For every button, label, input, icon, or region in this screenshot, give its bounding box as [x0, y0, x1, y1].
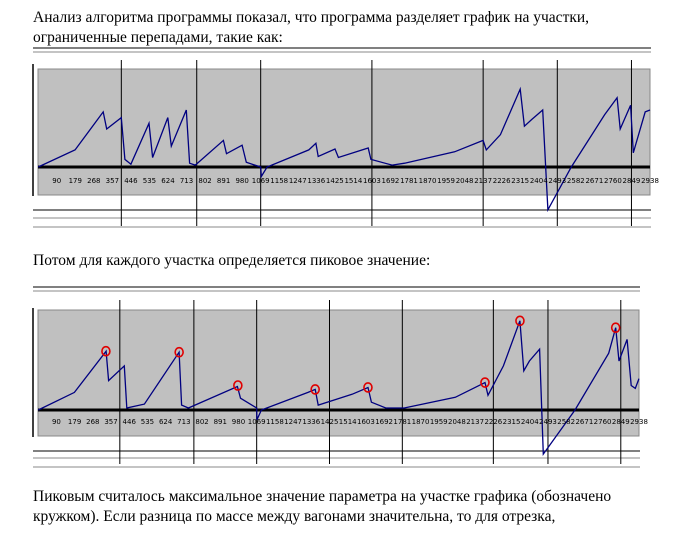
- series-line: [37, 320, 640, 457]
- chart-2-frame: [32, 286, 640, 468]
- x-tick-label: 2849: [612, 418, 630, 426]
- peak-marker: [233, 380, 243, 391]
- series-line: [37, 86, 651, 213]
- peak-marker: [101, 345, 111, 357]
- chart-2: 90 179 268 357 446 535 624 713 802 891 980 1069 1158…: [32, 286, 648, 468]
- x-tick-label: 179: [69, 177, 82, 185]
- x-tick-label: 2315: [503, 418, 521, 426]
- peak-marker: [310, 384, 320, 395]
- x-tick-label: 1870: [419, 177, 437, 185]
- x-tick-label: 1870: [412, 418, 430, 426]
- x-tick-label: 980: [235, 177, 248, 185]
- x-tick-label: 802: [198, 177, 211, 185]
- x-tick-label: 357: [104, 418, 117, 426]
- x-tick-label: 1158: [270, 177, 288, 185]
- x-tick-label: 2226: [484, 418, 502, 426]
- x-tick-label: 2582: [567, 177, 585, 185]
- x-tick-label: 1959: [437, 177, 455, 185]
- chart-2-peak-markers: [101, 315, 621, 395]
- x-tick-label: 2493: [539, 418, 557, 426]
- x-tick-label: 1692: [382, 177, 400, 185]
- x-tick-label: 2671: [585, 177, 603, 185]
- x-tick-label: 535: [143, 177, 156, 185]
- peak-marker: [610, 322, 621, 333]
- peak-marker: [174, 346, 184, 358]
- x-tick-label: 2493: [548, 177, 566, 185]
- paragraph-1: Анализ алгоритма программы показал, что …: [33, 9, 590, 46]
- x-tick-label: 891: [214, 418, 227, 426]
- x-tick-label: 1603: [363, 177, 381, 185]
- chart-2-plot-area: [37, 309, 640, 437]
- paragraph-3: Пиковым считалось максимальное значение …: [33, 488, 612, 525]
- x-tick-label: 2760: [594, 418, 612, 426]
- chart-1-plot-area: [37, 68, 651, 196]
- chart-2-tick-labels: 90 179 268 357 446 535 624 713 802 891 980 1069 1158…: [52, 418, 648, 426]
- x-tick-label: 2404: [530, 177, 548, 185]
- x-tick-label: 1692: [375, 418, 393, 426]
- x-tick-label: 268: [87, 177, 100, 185]
- chart-2-series-layer: [37, 320, 640, 457]
- x-tick-label: 446: [124, 177, 138, 185]
- x-tick-label: 357: [106, 177, 119, 185]
- x-tick-label: 2137: [474, 177, 492, 185]
- x-tick-label: 1247: [289, 177, 307, 185]
- x-tick-label: 2938: [630, 418, 648, 426]
- x-tick-label: 2582: [557, 418, 575, 426]
- x-tick-label: 1959: [430, 418, 448, 426]
- x-tick-label: 268: [86, 418, 99, 426]
- x-tick-label: 1781: [400, 177, 418, 185]
- x-tick-label: 891: [217, 177, 230, 185]
- peak-marker: [480, 377, 490, 388]
- peak-marker: [515, 315, 525, 327]
- x-tick-label: 1336: [302, 418, 320, 426]
- x-tick-label: 535: [141, 418, 154, 426]
- x-tick-label: 2671: [575, 418, 593, 426]
- x-tick-label: 1158: [266, 418, 284, 426]
- x-tick-label: 802: [195, 418, 208, 426]
- x-tick-label: 1514: [344, 177, 362, 185]
- chart-1-tick-labels: 90 179 268 357 446 535 624 713 802 891 980 1069 1158…: [52, 177, 659, 185]
- x-tick-label: 1781: [393, 418, 411, 426]
- chart-1-frame: [32, 47, 651, 228]
- chart-1: 90 179 268 357 446 535 624 713 802 891 980 1069 1158…: [32, 47, 659, 228]
- x-tick-label: 179: [68, 418, 81, 426]
- chart-1-dividers: [120, 60, 632, 226]
- x-tick-label: 446: [123, 418, 137, 426]
- x-tick-label: 1514: [339, 418, 357, 426]
- x-tick-label: 624: [161, 177, 175, 185]
- x-tick-label: 2048: [456, 177, 474, 185]
- x-tick-label: 2315: [511, 177, 529, 185]
- x-tick-label: 2760: [604, 177, 622, 185]
- x-tick-label: 90: [52, 177, 61, 185]
- x-tick-label: 713: [180, 177, 193, 185]
- x-tick-label: 1069: [252, 177, 270, 185]
- x-tick-label: 1425: [321, 418, 339, 426]
- x-tick-label: 2938: [641, 177, 659, 185]
- x-tick-label: 2849: [623, 177, 641, 185]
- paragraph-2: Потом для каждого участка определяется п…: [33, 252, 431, 269]
- x-tick-label: 1425: [326, 177, 344, 185]
- x-tick-label: 1247: [284, 418, 302, 426]
- x-tick-label: 1603: [357, 418, 375, 426]
- x-tick-label: 1069: [248, 418, 266, 426]
- x-tick-label: 1336: [307, 177, 325, 185]
- x-tick-label: 2226: [493, 177, 511, 185]
- chart-1-series-layer: [37, 86, 651, 213]
- x-tick-label: 2048: [448, 418, 466, 426]
- peak-marker: [363, 382, 373, 393]
- x-tick-label: 2404: [521, 418, 539, 426]
- x-tick-label: 980: [232, 418, 245, 426]
- x-tick-label: 2137: [466, 418, 484, 426]
- chart-2-dividers: [119, 300, 622, 464]
- x-tick-label: 624: [159, 418, 173, 426]
- x-tick-label: 90: [52, 418, 61, 426]
- x-tick-label: 713: [177, 418, 190, 426]
